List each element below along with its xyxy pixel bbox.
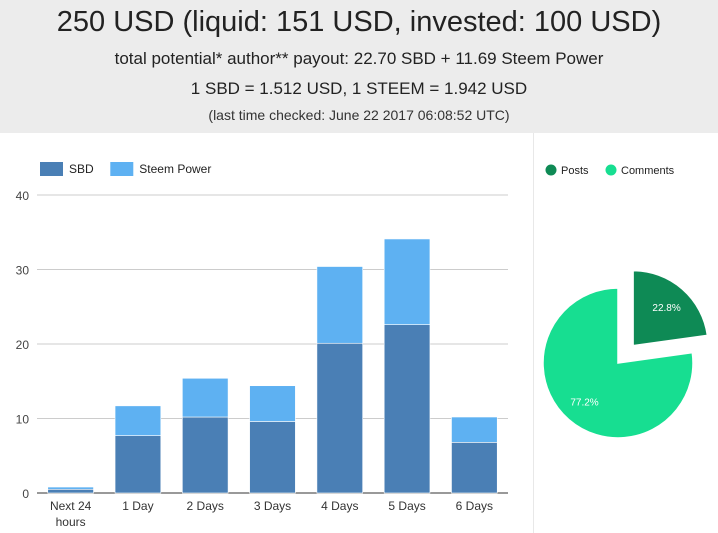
bar-sbd [114,435,162,494]
x-tick-label: 4 Days [321,499,358,513]
legend-label: Steem Power [139,162,211,176]
legend-dot-posts [545,164,557,176]
y-tick-label: 0 [22,487,29,501]
last-checked: (last time checked: June 22 2017 06:08:5… [208,107,510,123]
posts-comments-pie-chart: Posts Comments 22.8% 77.2% [542,164,709,439]
bar-steem-power [182,377,229,418]
y-tick-label: 40 [16,189,30,203]
legend-dot-comments [605,164,617,176]
bar-steem-power [316,266,363,344]
bar-sbd [182,416,229,494]
y-tick-label: 30 [16,264,30,278]
legend-swatch-sbd [40,162,63,176]
legend-swatch-steem-power [110,162,134,176]
x-tick-label: 3 Days [254,499,291,513]
pie-slice-label: 22.8% [652,303,680,314]
x-tick-label: 5 Days [388,499,425,513]
bar-steem-power [249,385,296,422]
bar-sbd [383,324,431,494]
bar-steem-power [114,405,162,436]
bar-steem-power [47,486,94,490]
bar-steem-power [451,416,498,443]
x-tick-label: 6 Days [456,499,493,513]
x-tick-label: 1 Day [122,499,153,513]
bar-steem-power [383,238,431,325]
x-tick-label: hours [56,515,86,529]
payout-bar-chart: 0 10 20 30 40 Next 24 hours 1 Day 2 Days 3 Days 4 … [16,162,508,529]
payout-summary: total potential* author** payout: 22.70 … [114,49,604,68]
summary-header: 250 USD (liquid: 151 USD, invested: 100 … [0,0,718,133]
chart-divider [533,133,534,533]
pie-slice-comments [542,287,694,439]
total-value-title: 250 USD (liquid: 151 USD, invested: 100 … [56,6,662,38]
pie-slice-label: 77.2% [570,397,598,408]
legend-label: Comments [621,165,675,177]
y-tick-label: 20 [16,338,30,352]
bar-sbd [316,342,363,494]
pie-slice-posts [632,269,709,347]
bar-sbd [451,442,498,494]
x-tick-label: Next 24 [50,499,92,513]
x-tick-label: 2 Days [187,499,224,513]
bar-sbd [249,421,296,494]
bar-sbd [47,488,94,494]
legend-label: Posts [561,165,589,177]
y-tick-label: 10 [16,413,30,427]
legend-label: SBD [69,162,94,176]
exchange-rates: 1 SBD = 1.512 USD, 1 STEEM = 1.942 USD [190,79,528,98]
